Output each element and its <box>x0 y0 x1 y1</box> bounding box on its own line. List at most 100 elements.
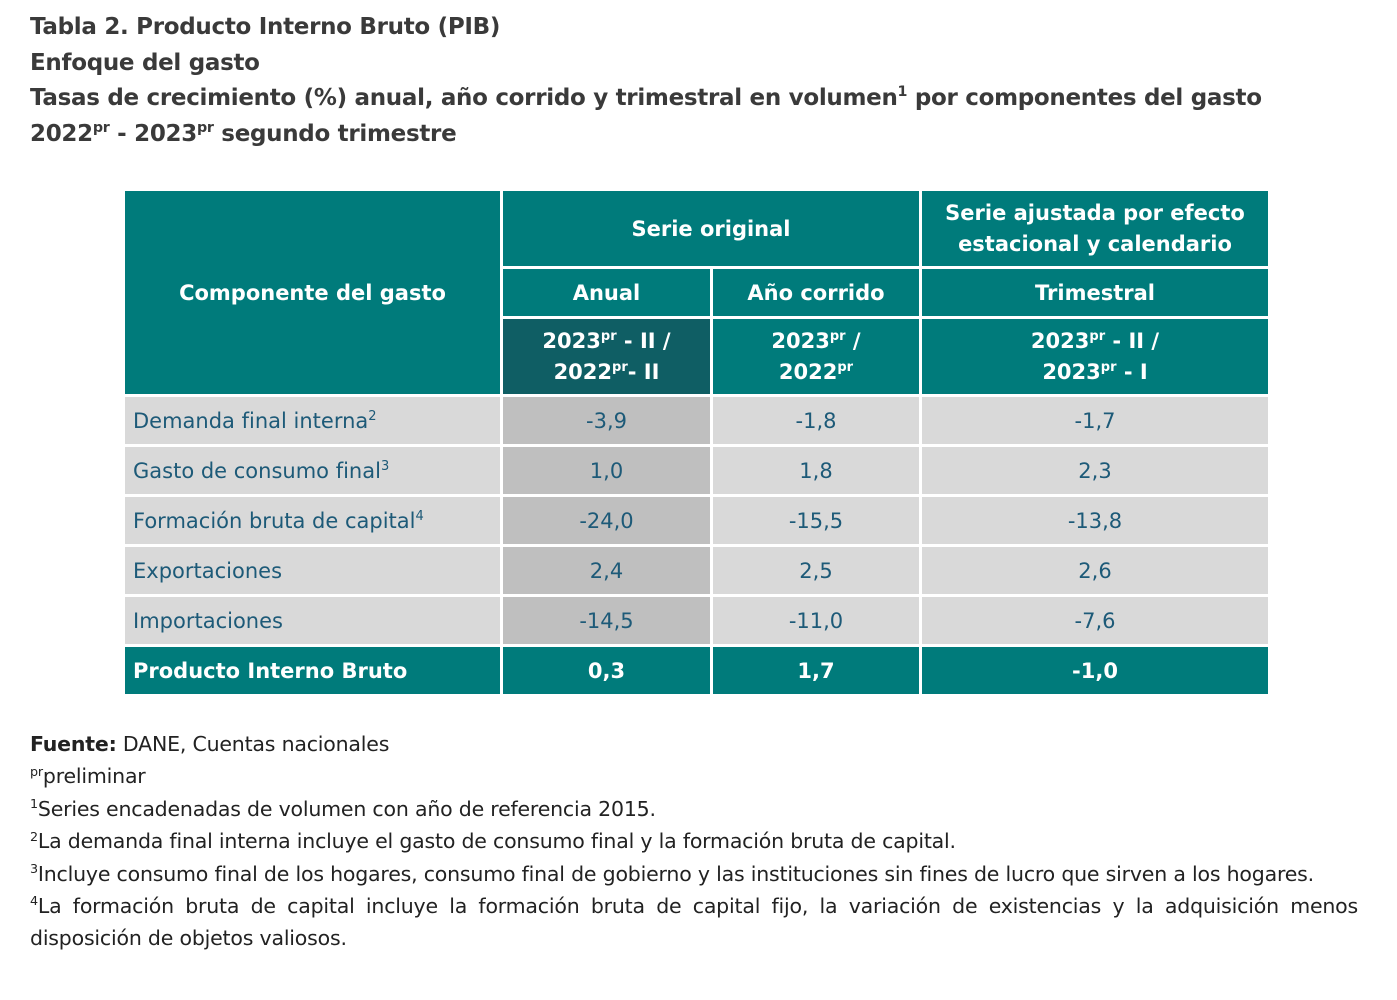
text: 2023 <box>542 328 601 353</box>
column-group-header: Serie ajustada por efecto estacional y ca… <box>922 191 1268 266</box>
superscript: pr <box>837 359 854 375</box>
table-row: Demanda final interna2 -3,9 -1,8 -1,7 <box>125 397 1268 444</box>
text: Incluye consumo final de los hogares, co… <box>37 861 1314 886</box>
row-label: Demanda final interna2 <box>125 397 500 444</box>
text: estacional y calendario <box>958 231 1232 256</box>
text: 2023 <box>771 328 830 353</box>
footnote: prpreliminar <box>30 760 1358 792</box>
cell: 1,7 <box>713 647 919 694</box>
text: - II / <box>616 328 671 353</box>
superscript: 3 <box>30 861 38 876</box>
superscript: pr <box>196 119 214 136</box>
column-header: Anual <box>503 269 710 316</box>
text: / <box>845 328 861 353</box>
superscript: 4 <box>30 893 38 909</box>
table-row: Gasto de consumo final3 1,0 1,8 2,3 <box>125 447 1268 494</box>
row-label: Gasto de consumo final3 <box>125 447 500 494</box>
text: Año corrido <box>747 280 885 305</box>
text: La demanda final interna incluye el gast… <box>37 829 956 854</box>
text: Producto Interno Bruto <box>133 658 408 683</box>
text: 2023 <box>1042 359 1101 384</box>
text: Exportaciones <box>133 558 283 583</box>
text: por componentes del gasto <box>907 85 1262 111</box>
text: La formación bruta de capital incluye la… <box>30 894 1358 951</box>
footnote: 3Incluye consumo final de los hogares, c… <box>30 858 1358 890</box>
text: 2022 <box>30 120 93 147</box>
header-row: 2023pr - II /2022pr- II 2023pr /2022pr 2… <box>125 319 1268 394</box>
text: - II <box>627 359 660 384</box>
text-line: 2023pr - II / <box>503 326 710 357</box>
text: Importaciones <box>133 608 283 633</box>
text: Tasas de crecimiento (%) anual, año corr… <box>30 85 898 111</box>
cell: 1,0 <box>503 447 710 494</box>
text-line: 2023pr - II / <box>922 326 1268 357</box>
superscript: pr <box>829 328 846 344</box>
superscript: 1 <box>30 796 38 812</box>
footnote: 1Series encadenadas de volumen con año d… <box>30 793 1358 825</box>
data-table: Componente del gasto Serie original Seri… <box>122 188 1271 697</box>
footnotes: Fuente: DANE, Cuentas nacionales prprelim… <box>30 728 1358 955</box>
subtitle: 2022pr - 2023pr segundo trimestre <box>30 117 1370 153</box>
text: DANE, Cuentas nacionales <box>116 732 390 756</box>
text: - II / <box>1105 328 1160 353</box>
cell: -13,8 <box>922 497 1268 544</box>
row-label: Exportaciones <box>125 547 500 594</box>
title: Tabla 2. Producto Interno Bruto (PIB) <box>30 10 1370 46</box>
table-row: Importaciones -14,5 -11,0 -7,6 <box>125 597 1268 644</box>
bold-text: Fuente: <box>30 732 117 756</box>
cell: -15,5 <box>713 497 919 544</box>
cell: -1,0 <box>922 647 1268 694</box>
text: Serie original <box>631 216 791 241</box>
column-header: Año corrido <box>713 269 919 316</box>
column-header: Trimestral <box>922 269 1268 316</box>
text: 2023 <box>1030 328 1090 353</box>
superscript: pr <box>92 119 110 136</box>
cell: -1,8 <box>713 397 919 444</box>
footnote: 4La formación bruta de capital incluye l… <box>30 890 1358 955</box>
period-header: 2023pr - II /2022pr- II <box>503 319 710 394</box>
text: - 2023 <box>109 120 197 147</box>
superscript: pr <box>1100 359 1117 375</box>
table-row: Exportaciones 2,4 2,5 2,6 <box>125 547 1268 594</box>
superscript: 1 <box>897 84 908 101</box>
header-row: Componente del gasto Serie original Seri… <box>125 191 1268 394</box>
text: Gasto de consumo final <box>133 458 381 483</box>
cell: 2,6 <box>922 547 1268 594</box>
cell: 0,3 <box>503 647 710 694</box>
period-header: 2023pr /2022pr <box>713 319 919 394</box>
cell: -1,7 <box>922 397 1268 444</box>
cell: -3,9 <box>503 397 710 444</box>
row-label: Importaciones <box>125 597 500 644</box>
text: Formación bruta de capital <box>133 508 416 533</box>
row-label: Formación bruta de capital4 <box>125 497 500 544</box>
superscript: 3 <box>380 458 390 474</box>
text: Series encadenadas de volumen con año de… <box>37 796 656 821</box>
text-line: Serie ajustada por efecto <box>922 198 1268 229</box>
text-line: estacional y calendario <box>922 229 1268 260</box>
text: segundo trimestre <box>213 120 457 147</box>
text: 2022 <box>778 359 838 384</box>
text: - I <box>1116 359 1148 384</box>
header: Tabla 2. Producto Interno Bruto (PIB) Enf… <box>30 10 1370 152</box>
subtitle: Tasas de crecimiento (%) anual, año corr… <box>30 81 1370 117</box>
cell: -14,5 <box>503 597 710 644</box>
text: Trimestral <box>1035 280 1155 305</box>
text: Enfoque del gasto <box>30 49 260 76</box>
text-line: 2023pr / <box>713 326 919 357</box>
superscript: 4 <box>415 508 424 524</box>
row-label: Producto Interno Bruto <box>125 647 500 694</box>
table-row: Formación bruta de capital4 -24,0 -15,5 -13… <box>125 497 1268 544</box>
text-line: 2022pr- II <box>503 357 710 388</box>
superscript: pr <box>612 359 628 375</box>
text: Tabla 2. Producto Interno Bruto (PIB) <box>30 14 501 40</box>
cell: 2,4 <box>503 547 710 594</box>
cell: -24,0 <box>503 497 710 544</box>
text: preliminar <box>42 764 146 789</box>
footnote: Fuente: DANE, Cuentas nacionales <box>30 728 1358 760</box>
superscript: 2 <box>30 828 38 844</box>
text: Serie ajustada por efecto <box>945 200 1245 225</box>
cell: -7,6 <box>922 597 1268 644</box>
text-line: 2023pr - I <box>922 357 1268 388</box>
table-row: Producto Interno Bruto 0,3 1,7 -1,0 <box>125 647 1268 694</box>
